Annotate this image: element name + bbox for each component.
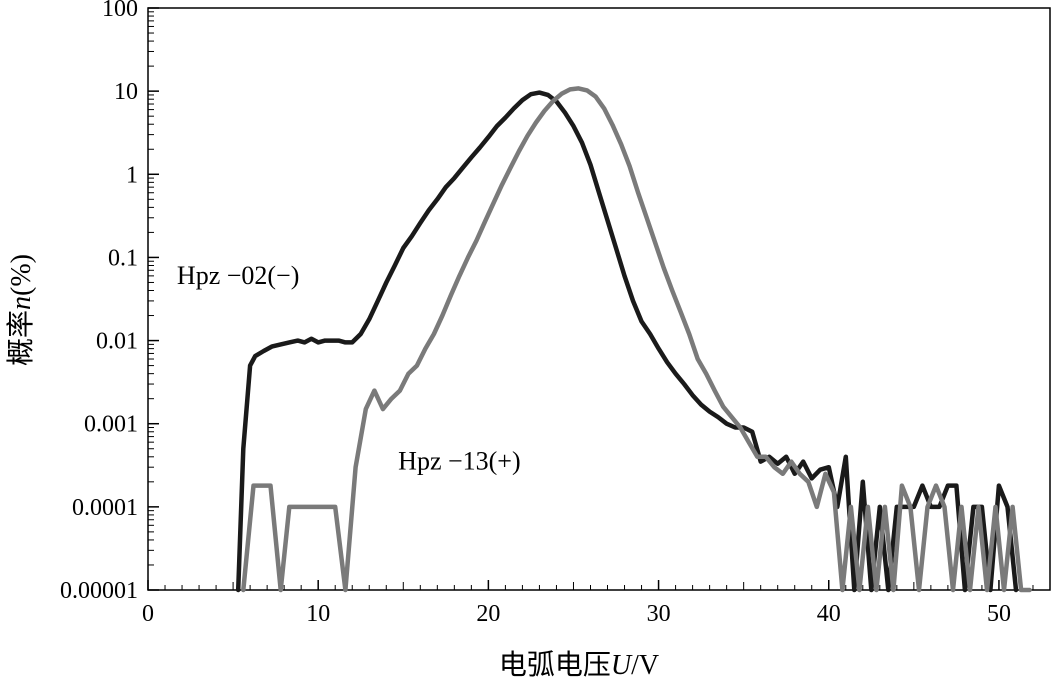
labels-layer: 0.00001 0.0001 0.001 0.01 0.1 1 10 100 0 10 20 30 40… [5, 0, 1011, 681]
series-layer [235, 86, 1032, 593]
y-axis-title-variable: n [6, 296, 37, 310]
series-annotation: Hpz −02(−) [177, 261, 299, 290]
y-tick-label: 100 [102, 0, 138, 22]
y-tick-label: 10 [114, 79, 138, 105]
plot-frame [147, 7, 1051, 591]
axes [147, 7, 1051, 591]
y-axis-title-unit: (%) [6, 254, 37, 296]
y-tick-label: 0.1 [108, 245, 138, 271]
x-tick-label: 10 [306, 601, 330, 627]
series-line-hpz-13 [241, 86, 1032, 593]
y-tick-label: 0.00001 [60, 578, 138, 604]
y-axis-title: 概率n(%) [5, 254, 37, 366]
y-tick-label: 1 [126, 162, 138, 188]
y-axis-title-text: 概率 [5, 310, 37, 366]
y-tick-label: 0.001 [84, 412, 138, 438]
x-tick-label: 50 [987, 601, 1011, 627]
x-tick-label: 40 [817, 601, 841, 627]
x-tick-label: 30 [647, 601, 671, 627]
x-axis-title-text: 电弧电压 [499, 649, 611, 681]
y-tick-label: 0.0001 [72, 495, 138, 521]
x-tick-label: 0 [142, 601, 154, 627]
y-tick-label: 0.01 [96, 329, 138, 355]
series-annotation: Hpz −13(+) [398, 447, 520, 476]
x-tick-label: 20 [476, 601, 500, 627]
x-axis-title-unit: /V [631, 650, 659, 681]
x-axis-title: 电弧电压U/V [499, 649, 659, 681]
x-axis-title-variable: U [611, 650, 633, 681]
